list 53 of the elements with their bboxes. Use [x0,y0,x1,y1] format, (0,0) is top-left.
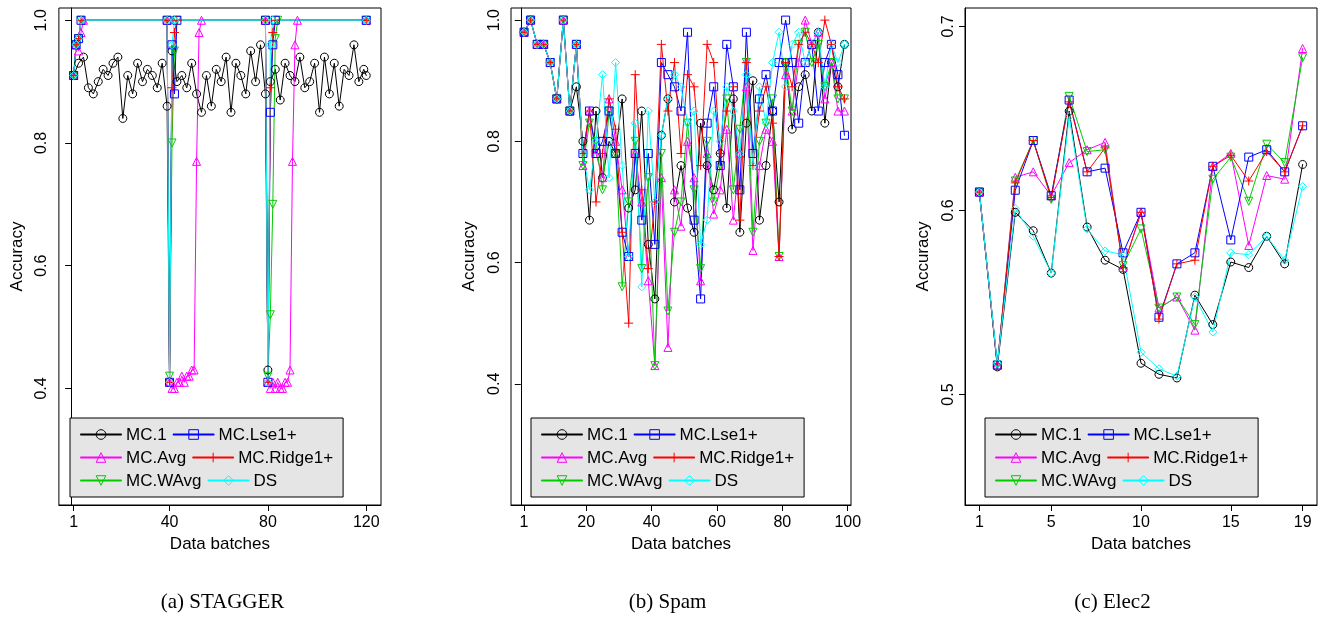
x-axis-title: Data batches [169,534,271,553]
legend-label: MC.Ridge1+ [238,448,334,467]
legend-label: MC.Ridge1+ [1153,448,1249,467]
text: (a) STAGGER [160,588,285,613]
x-tick-label: 80 [259,512,277,530]
legend-label: MC.1 [587,425,628,444]
x-tick-label: 5 [1046,512,1056,530]
y-tick-label: 0.4 [32,377,50,400]
legend-label: DS [714,471,739,490]
y-tick-label: 0.6 [484,251,502,274]
x-tick-label: 120 [352,512,380,530]
text: (b) Spam [628,588,707,613]
y-tick-label: 0.6 [938,199,956,222]
legend-label: DS [1168,471,1193,490]
x-tick-label: 10 [1132,512,1150,530]
legend-label: MC.Avg [126,448,187,467]
x-axis-title: Data batches [630,534,732,553]
y-tick-label: 1.0 [32,9,50,32]
legend-label: MC.WAvg [587,471,663,490]
y-axis-title: Accuracy [7,221,26,292]
y-axis-title: Accuracy [913,221,933,292]
legend-label: MC.1 [126,425,167,444]
y-tick-label: 0.5 [938,383,956,406]
x-tick-label: 1 [974,512,984,530]
legend-label: DS [253,471,278,490]
x-tick-label: 20 [577,512,596,530]
legend-label: MC.Lse1+ [679,425,758,444]
x-tick-label: 40 [160,512,179,530]
y-tick-label: 0.4 [484,372,502,395]
legend-label: MC.WAvg [126,471,202,490]
y-tick-label: 0.7 [938,15,956,38]
y-tick-label: 1.0 [484,8,502,32]
x-axis-title: Data batches [1090,534,1192,553]
legend-label: MC.1 [1041,425,1082,444]
x-tick-label: 1 [69,512,79,530]
x-tick-label: 1 [519,512,529,530]
legend-label: MC.Lse1+ [218,425,297,444]
legend-label: MC.Ridge1+ [699,448,795,467]
x-tick-label: 60 [708,512,726,530]
legend-label: MC.Avg [1041,448,1102,467]
x-tick-label: 100 [834,512,862,530]
x-tick-label: 19 [1293,512,1312,530]
legend-label: MC.Lse1+ [1133,425,1212,444]
x-tick-label: 40 [642,512,661,530]
text: (c) Elec2 [1074,588,1151,613]
y-tick-label: 0.6 [32,254,50,277]
y-axis-title: Accuracy [459,221,479,292]
y-tick-label: 0.8 [32,131,50,155]
legend-label: MC.WAvg [1041,471,1117,490]
x-tick-label: 15 [1221,512,1240,530]
x-tick-label: 80 [773,512,792,530]
y-tick-label: 0.8 [484,130,502,153]
legend-label: MC.Avg [587,448,648,467]
